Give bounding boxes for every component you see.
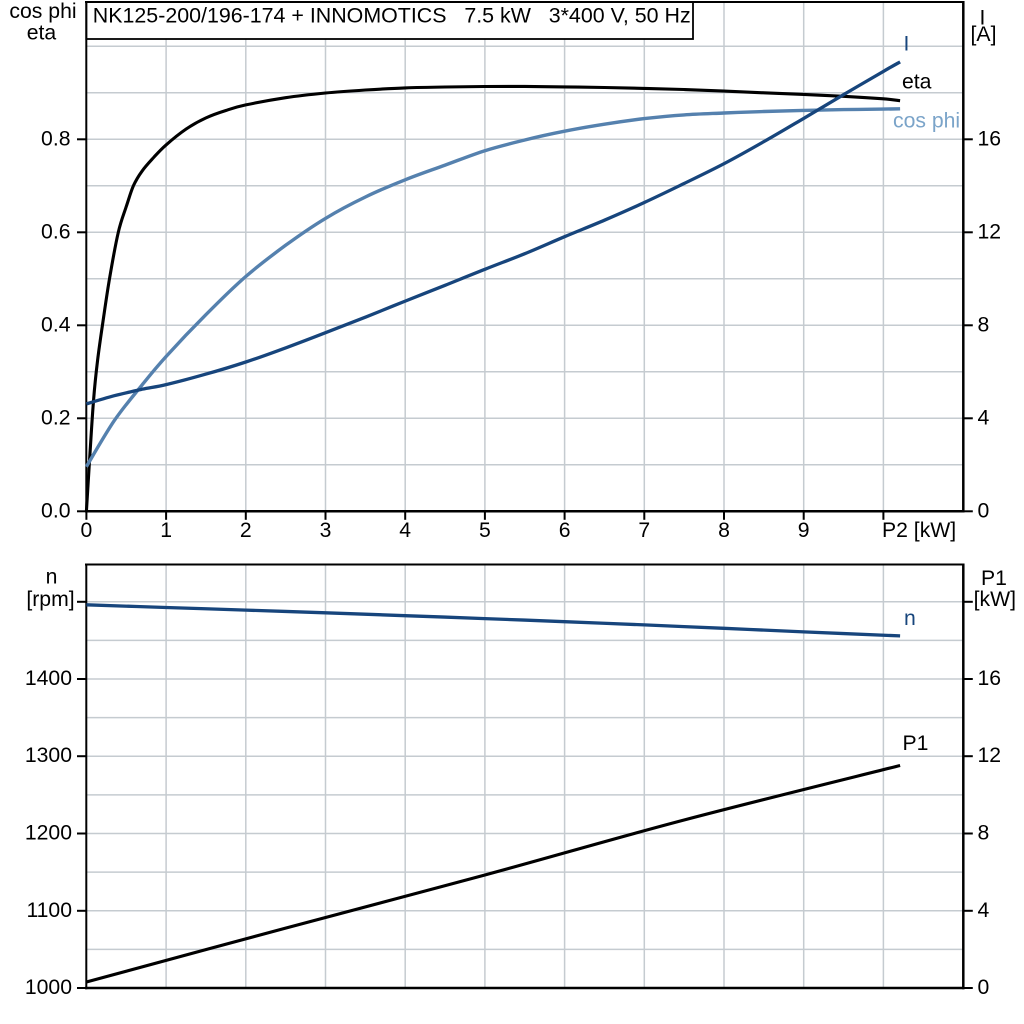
svg-text:7: 7 xyxy=(638,519,650,542)
svg-text:0: 0 xyxy=(81,519,93,542)
svg-text:0: 0 xyxy=(978,499,990,522)
svg-text:0.6: 0.6 xyxy=(41,220,70,243)
svg-text:9: 9 xyxy=(798,519,810,542)
svg-text:1100: 1100 xyxy=(26,899,72,922)
svg-text:12: 12 xyxy=(978,744,1002,767)
svg-text:1300: 1300 xyxy=(25,744,72,767)
svg-text:P2 [kW]: P2 [kW] xyxy=(882,519,956,542)
svg-text:1200: 1200 xyxy=(25,822,72,845)
svg-text:4: 4 xyxy=(978,899,990,922)
svg-text:P1: P1 xyxy=(981,567,1007,590)
svg-text:0.0: 0.0 xyxy=(41,499,70,522)
svg-text:16: 16 xyxy=(978,667,1002,690)
svg-text:I: I xyxy=(980,7,986,30)
svg-text:n: n xyxy=(904,607,916,630)
svg-text:6: 6 xyxy=(559,519,571,542)
svg-text:0.4: 0.4 xyxy=(41,313,71,336)
svg-text:12: 12 xyxy=(978,220,1002,243)
svg-text:16: 16 xyxy=(978,127,1002,150)
svg-text:cos phi: cos phi xyxy=(893,110,960,133)
svg-text:8: 8 xyxy=(978,822,990,845)
svg-text:8: 8 xyxy=(978,313,990,336)
svg-text:0.8: 0.8 xyxy=(41,127,70,150)
svg-text:eta: eta xyxy=(27,22,57,45)
svg-text:0.2: 0.2 xyxy=(41,406,70,429)
svg-text:4: 4 xyxy=(978,406,990,429)
svg-text:1: 1 xyxy=(160,519,172,542)
svg-text:2: 2 xyxy=(240,519,252,542)
svg-text:1400: 1400 xyxy=(25,667,72,690)
svg-text:0: 0 xyxy=(978,976,990,999)
svg-text:I: I xyxy=(904,33,910,56)
svg-text:[rpm]: [rpm] xyxy=(26,588,74,611)
svg-text:5: 5 xyxy=(479,519,491,542)
svg-text:n: n xyxy=(46,566,58,589)
svg-text:[A]: [A] xyxy=(971,23,997,46)
svg-text:eta: eta xyxy=(902,71,932,94)
svg-text:cos phi: cos phi xyxy=(9,0,76,23)
svg-text:3: 3 xyxy=(320,519,332,542)
svg-text:8: 8 xyxy=(718,519,730,542)
svg-text:NK125-200/196-174 + INNOMOTICS: NK125-200/196-174 + INNOMOTICS 7.5 kW 3*… xyxy=(93,3,691,27)
svg-text:P1: P1 xyxy=(903,732,929,755)
svg-text:[kW]: [kW] xyxy=(974,588,1016,611)
svg-text:4: 4 xyxy=(399,519,411,542)
svg-text:1000: 1000 xyxy=(25,976,72,999)
